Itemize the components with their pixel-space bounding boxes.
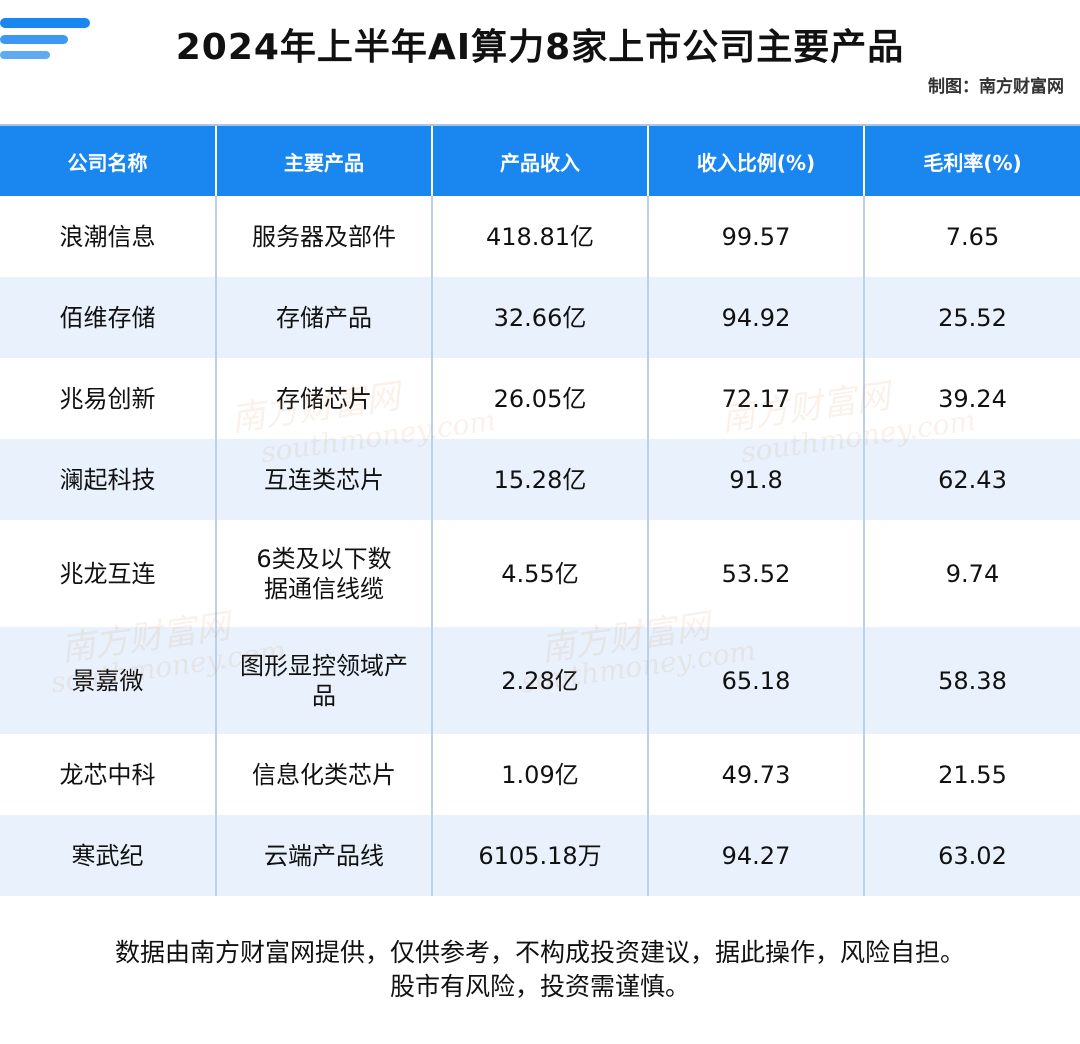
cell-ratio: 49.73 <box>648 734 865 815</box>
header-margin: 毛利率(%) <box>864 126 1080 196</box>
cell-revenue: 15.28亿 <box>432 439 649 520</box>
table-row: 澜起科技 互连类芯片 15.28亿 91.8 62.43 <box>0 439 1080 520</box>
cell-company: 兆易创新 <box>0 358 217 439</box>
cell-company: 浪潮信息 <box>0 196 217 277</box>
cell-ratio: 53.52 <box>648 520 865 627</box>
cell-revenue: 32.66亿 <box>432 277 649 358</box>
table-header-row: 公司名称 主要产品 产品收入 收入比例(%) 毛利率(%) <box>0 126 1080 196</box>
cell-margin: 39.24 <box>938 384 1007 413</box>
table-row: 兆龙互连 6类及以下数据通信线缆 4.55亿 53.52 9.74 <box>0 520 1080 627</box>
cell-company: 兆龙互连 <box>0 520 217 627</box>
cell-product: 存储芯片 <box>216 358 433 439</box>
table-row: 浪潮信息 服务器及部件 418.81亿 99.57 7.65 <box>0 196 1080 277</box>
cell-company: 佰维存储 <box>0 277 217 358</box>
table-row: 兆易创新 存储芯片 26.05亿 72.17 39.24 <box>0 358 1080 439</box>
cell-margin: 62.43 <box>864 439 1080 520</box>
cell-ratio: 94.92 <box>648 277 865 358</box>
cell-product: 信息化类芯片 <box>216 734 433 815</box>
cell-margin: 21.55 <box>938 760 1007 789</box>
cell-company: 澜起科技 <box>0 439 217 520</box>
table-row: 景嘉微 图形显控领域产品 2.28亿 65.18 58.38 <box>0 627 1080 734</box>
cell-revenue: 1.09亿 <box>432 734 649 815</box>
cell-ratio: 94.27 <box>648 815 865 896</box>
cell-ratio: 72.17 <box>648 358 865 439</box>
disclaimer-line-2: 股市有风险，投资需谨慎。 <box>389 972 690 1001</box>
header-ratio: 收入比例(%) <box>648 126 865 196</box>
cell-revenue: 26.05亿 <box>432 358 649 439</box>
cell-revenue: 4.55亿 <box>432 520 649 627</box>
cell-ratio: 65.18 <box>648 627 865 734</box>
disclaimer-line-1: 数据由南方财富网提供，仅供参考，不构成投资建议，据此操作，风险自担。 <box>114 938 965 967</box>
header-revenue: 产品收入 <box>432 126 649 196</box>
company-products-table: 公司名称 主要产品 产品收入 收入比例(%) 毛利率(%) 浪潮信息 服务器及部… <box>0 126 1080 896</box>
cell-product: 云端产品线 <box>216 815 433 896</box>
table-row: 寒武纪 云端产品线 6105.18万 94.27 63.02 <box>0 815 1080 896</box>
cell-product: 互连类芯片 <box>216 439 433 520</box>
table-row: 龙芯中科 信息化类芯片 1.09亿 49.73 21.55 <box>0 734 1080 815</box>
cell-company: 景嘉微 <box>0 627 217 734</box>
cell-product: 图形显控领域产品 <box>216 627 433 734</box>
cell-margin: 58.38 <box>864 627 1080 734</box>
cell-margin: 9.74 <box>945 559 1000 588</box>
logo-stripes-icon <box>0 18 90 59</box>
cell-product: 6类及以下数据通信线缆 <box>216 520 433 627</box>
cell-ratio: 91.8 <box>648 439 865 520</box>
cell-product: 服务器及部件 <box>216 196 433 277</box>
cell-revenue: 6105.18万 <box>432 815 649 896</box>
header-company: 公司名称 <box>0 126 217 196</box>
cell-margin: 25.52 <box>864 277 1080 358</box>
cell-margin: 7.65 <box>945 222 1000 251</box>
cell-margin: 63.02 <box>864 815 1080 896</box>
disclaimer: 数据由南方财富网提供，仅供参考，不构成投资建议，据此操作，风险自担。 股市有风险… <box>0 936 1080 1004</box>
cell-company: 龙芯中科 <box>0 734 217 815</box>
cell-revenue: 2.28亿 <box>432 627 649 734</box>
data-table-container: 公司名称 主要产品 产品收入 收入比例(%) 毛利率(%) 浪潮信息 服务器及部… <box>0 124 1080 896</box>
cell-ratio: 99.57 <box>648 196 865 277</box>
page-title: 2024年上半年AI算力8家上市公司主要产品 <box>175 27 905 68</box>
cell-company: 寒武纪 <box>0 815 217 896</box>
chart-credit: 制图：南方财富网 <box>928 77 1064 97</box>
header-product: 主要产品 <box>216 126 433 196</box>
cell-product: 存储产品 <box>216 277 433 358</box>
cell-revenue: 418.81亿 <box>432 196 649 277</box>
table-row: 佰维存储 存储产品 32.66亿 94.92 25.52 <box>0 277 1080 358</box>
